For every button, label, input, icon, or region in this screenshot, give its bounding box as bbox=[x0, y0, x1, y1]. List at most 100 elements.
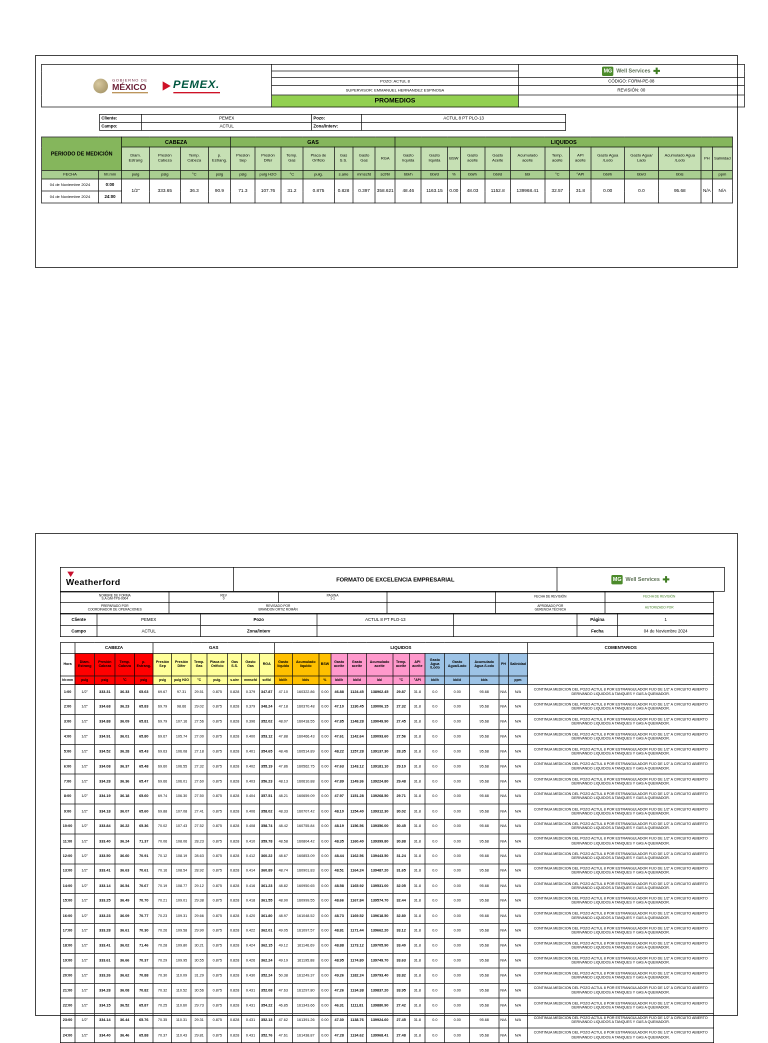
value-cell: 0.828 bbox=[227, 818, 243, 835]
comment-cell: CONTINUA MEDICION DEL POZO ACTUL 8 POR E… bbox=[527, 923, 715, 939]
unit-cell: °C bbox=[544, 170, 571, 180]
value-cell: 95.68 bbox=[469, 758, 500, 775]
unit-cell bbox=[700, 170, 713, 180]
value-cell: 0.828 bbox=[227, 758, 243, 775]
value-cell: N/A bbox=[498, 848, 509, 865]
hourly-row: 5:00 1/2" 334.52 36.28 65.43 69.63 106.08 27.18… bbox=[60, 744, 715, 760]
hora-cell: 11:00 bbox=[60, 833, 76, 850]
pemex-mark-icon bbox=[162, 81, 171, 91]
value-cell: 0.0 bbox=[424, 788, 445, 805]
value-cell: 362.01 bbox=[258, 923, 275, 939]
value-cell: 0.828 bbox=[227, 684, 243, 700]
comments-header-spacer bbox=[527, 653, 715, 686]
value-cell: 31.8 bbox=[409, 863, 426, 880]
value-cell: 0.0 bbox=[424, 908, 445, 924]
value-cell: 108.77 bbox=[171, 878, 192, 894]
meta-row: PREPARADO POR COORDINADOR DE OPERACIONES R… bbox=[59, 602, 715, 614]
value-cell: 33.95 bbox=[392, 982, 410, 999]
value-cell: 36.52 bbox=[114, 997, 135, 1014]
value-cell: 139312.30 bbox=[366, 803, 394, 820]
value-cell: 1/2" bbox=[74, 848, 95, 865]
value-cell: 36.66 bbox=[114, 953, 135, 969]
column-row: Hora Diam. Estrang Presión Cabeza Temp. Cab… bbox=[60, 653, 715, 686]
value-cell: N/A bbox=[507, 982, 529, 999]
value-cell: 0.875 bbox=[206, 803, 228, 820]
value-cell: 334.40 bbox=[94, 1027, 116, 1043]
gobierno-line1: GOBIERNO DE bbox=[112, 78, 148, 83]
meta-cell: PAGINA 1-1 bbox=[277, 591, 388, 604]
value-cell: 36.37 bbox=[114, 758, 135, 775]
value-cell: 0.828 bbox=[227, 953, 243, 969]
value-cell: 36.3 bbox=[179, 178, 209, 204]
value-cell: 160562.75 bbox=[292, 758, 320, 775]
comment-cell: CONTINUA MEDICION DEL POZO ACTUL 8 POR E… bbox=[527, 893, 715, 909]
pemex-logo: PEMEX. bbox=[162, 78, 220, 94]
meta-row: NOMBRE DE FORMA S.A.GM-TPS-0004 REV 0 PAGINA… bbox=[59, 591, 715, 604]
hora-cell: 1:00 bbox=[60, 684, 76, 700]
hora-cell: 24:00 bbox=[60, 1027, 76, 1043]
value-cell: N/A bbox=[507, 863, 529, 880]
column-header: Temp. aceite bbox=[392, 653, 410, 677]
value-cell: 48.42 bbox=[273, 818, 293, 835]
meta-cell bbox=[386, 602, 497, 614]
value-cell: 0.00 bbox=[318, 699, 332, 715]
value-cell: 334.18 bbox=[94, 803, 116, 820]
unit-cell: pulg H2O bbox=[254, 170, 282, 180]
meta-cell bbox=[386, 591, 497, 604]
value-cell: 36.28 bbox=[114, 744, 135, 760]
value-cell: 70.37 bbox=[152, 1027, 173, 1043]
value-cell: 1/2" bbox=[74, 908, 95, 924]
column-header: Temp. Cabeza bbox=[114, 653, 135, 677]
column-header: RGA bbox=[258, 653, 275, 677]
value-cell: 139356.00 bbox=[366, 818, 394, 835]
column-header: Gasto Agua/Lado bbox=[444, 653, 471, 677]
meta-cell: PREPARADO POR COORDINADOR DE OPERACIONES bbox=[59, 602, 170, 614]
column-header: Gasto líquida bbox=[420, 146, 448, 171]
value-cell: 1151.28 bbox=[347, 788, 367, 805]
value-cell: 31.8 bbox=[409, 923, 426, 939]
value-cell: 1/2" bbox=[74, 997, 95, 1014]
value-cell: 0.00 bbox=[444, 699, 471, 715]
value-cell: 48.33 bbox=[273, 803, 293, 820]
value-cell: 36.62 bbox=[114, 967, 135, 984]
value-cell: 69.79 bbox=[152, 714, 173, 730]
value-cell: 33.63 bbox=[392, 953, 410, 969]
value-cell: 0.828 bbox=[227, 938, 243, 954]
value-cell: 0.875 bbox=[206, 982, 228, 999]
mg-logo-text: Well Services bbox=[616, 68, 651, 75]
value-cell: 139093.60 bbox=[366, 729, 394, 745]
value-cell: 0.0 bbox=[424, 967, 445, 984]
value-cell: 28.63 bbox=[190, 848, 208, 865]
value-cell: 0.430 bbox=[241, 967, 260, 984]
value-cell: 27.32 bbox=[190, 758, 208, 775]
group-header bbox=[60, 642, 76, 654]
value-cell: 27.32 bbox=[392, 699, 410, 715]
value-cell: N/A bbox=[498, 684, 509, 700]
value-cell: 48.46 bbox=[273, 744, 293, 760]
value-cell: 0.426 bbox=[241, 953, 260, 969]
unit-cell: bbl/d bbox=[444, 675, 471, 686]
value-cell: 1173.12 bbox=[347, 938, 367, 954]
value-cell: 1134.38 bbox=[347, 982, 367, 999]
value-cell: 95.68 bbox=[469, 684, 500, 700]
unit-cell: °C bbox=[114, 675, 135, 686]
value-cell: 70.28 bbox=[152, 938, 173, 954]
hourly-row: 18:00 1/2" 333.41 36.02 71.46 70.28 109.80 30.2… bbox=[60, 938, 715, 954]
value-cell: 36.54 bbox=[114, 878, 135, 894]
value-cell: 27.52 bbox=[190, 818, 208, 835]
mg-logo-cell: MG Well Services ✚ bbox=[518, 64, 745, 79]
value-cell: N/A bbox=[498, 699, 509, 715]
value-cell: 1/2" bbox=[74, 1012, 95, 1029]
value-cell: 0.00 bbox=[444, 938, 471, 954]
value-cell: 1/2" bbox=[74, 863, 95, 880]
value-cell: 48.07 bbox=[273, 714, 293, 730]
value-cell: 1167.84 bbox=[347, 893, 367, 909]
page2-meta-table: NOMBRE DE FORMA S.A.GM-TPS-0004 REV 0 PAGINA… bbox=[59, 591, 715, 614]
value-cell: 27.60 bbox=[190, 773, 208, 790]
unit-cell: °API bbox=[569, 170, 592, 180]
column-header: Gasto Gas bbox=[241, 653, 260, 677]
hourly-row: 1:00 1/2" 333.31 36.33 65.63 69.67 97.31 29.51 0… bbox=[60, 684, 715, 700]
value-cell: 357.51 bbox=[258, 788, 275, 805]
value-cell: 0.875 bbox=[206, 997, 228, 1014]
value-cell: 31.8 bbox=[409, 1027, 426, 1043]
